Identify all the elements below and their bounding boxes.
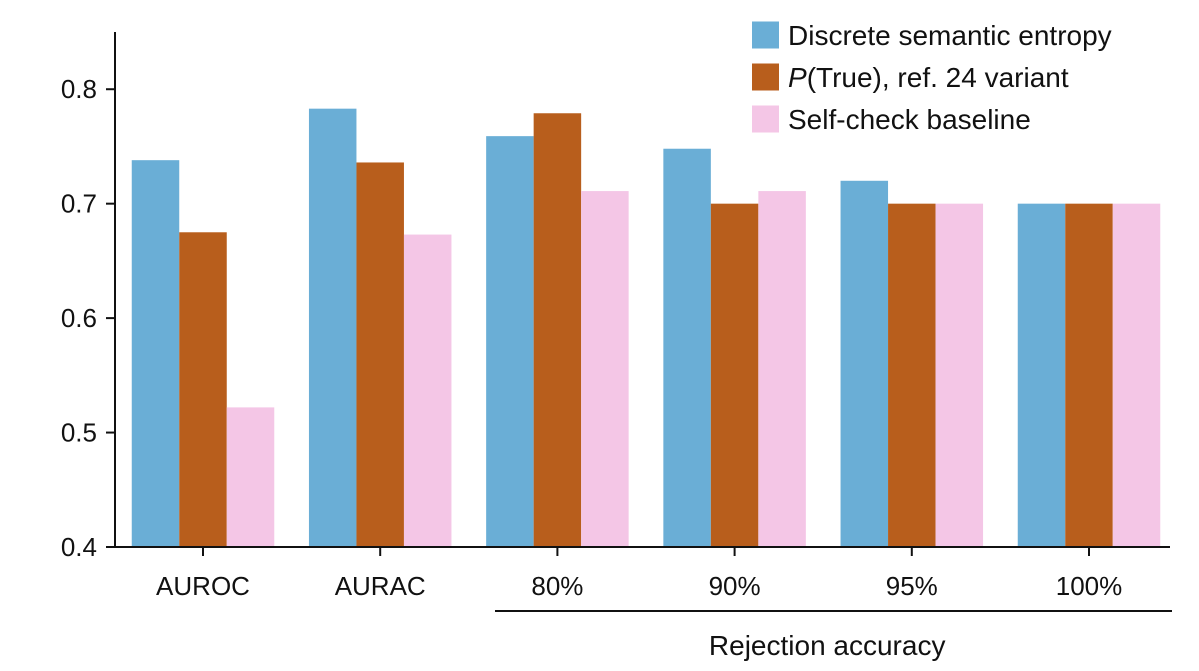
x-ticks: AUROC AURAC 80% 90% 95% 100% xyxy=(156,547,1122,601)
bars xyxy=(131,108,1161,548)
rejection-accuracy-group: Rejection accuracy xyxy=(495,610,1172,661)
y-ticks: 0.4 0.5 0.6 0.7 0.8 xyxy=(61,74,115,562)
legend: Discrete semantic entropy P(True), ref. 2… xyxy=(752,20,1112,135)
x-tick-label: 80% xyxy=(531,571,583,601)
bar-95pct-series-2 xyxy=(888,203,936,547)
x-tick-label: 90% xyxy=(709,571,761,601)
bar-100pct-series-3 xyxy=(1112,203,1161,547)
bar-aurac-series-1 xyxy=(308,108,357,547)
y-tick-label: 0.6 xyxy=(61,303,97,333)
bar-auroc-series-2 xyxy=(179,232,227,547)
y-tick-label: 0.5 xyxy=(61,418,97,448)
legend-swatch xyxy=(752,105,779,133)
bar-90pct-series-2 xyxy=(710,203,759,547)
bar-auroc-series-3 xyxy=(226,407,275,547)
bar-aurac-series-3 xyxy=(403,234,452,548)
x-tick-label: 100% xyxy=(1056,571,1123,601)
bar-auroc-series-1 xyxy=(131,160,180,547)
legend-label: P(True), ref. 24 variant xyxy=(788,62,1069,93)
y-tick-label: 0.4 xyxy=(61,532,97,562)
y-tick-label: 0.8 xyxy=(61,74,97,104)
bar-95pct-series-1 xyxy=(840,180,889,547)
axes xyxy=(114,32,1170,548)
bar-80pct-series-1 xyxy=(486,136,534,547)
group-label: Rejection accuracy xyxy=(709,630,946,661)
bar-90pct-series-3 xyxy=(758,191,806,548)
legend-swatch xyxy=(752,21,779,49)
bar-80pct-series-3 xyxy=(581,191,629,548)
bar-100pct-series-1 xyxy=(1017,203,1066,547)
bar-100pct-series-2 xyxy=(1065,203,1113,547)
legend-label: Self-check baseline xyxy=(788,104,1031,135)
x-tick-label: AURAC xyxy=(335,571,426,601)
x-tick-label: AUROC xyxy=(156,571,250,601)
bar-80pct-series-2 xyxy=(533,113,582,547)
legend-label: Discrete semantic entropy xyxy=(788,20,1112,51)
bar-aurac-series-2 xyxy=(356,162,404,547)
legend-swatch xyxy=(752,63,779,91)
y-tick-label: 0.7 xyxy=(61,189,97,219)
bar-95pct-series-3 xyxy=(935,203,984,547)
bar-90pct-series-1 xyxy=(663,148,711,547)
x-tick-label: 95% xyxy=(886,571,938,601)
